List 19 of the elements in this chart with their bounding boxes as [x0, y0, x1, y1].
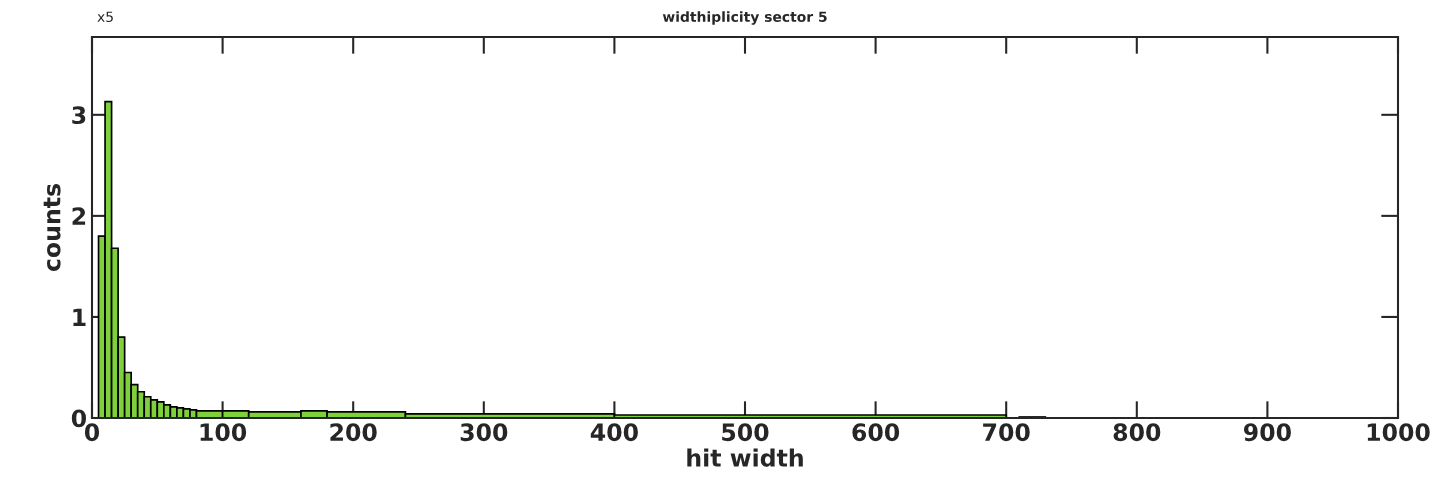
chart-title: widthiplicity sector 5	[662, 11, 827, 25]
x-tick-label: 100	[200, 423, 247, 442]
text: x5	[97, 11, 113, 23]
y-tick-label: 0	[71, 409, 87, 428]
y-tick-label: 1	[73, 308, 86, 326]
x-tick-label: 700	[983, 423, 1030, 442]
x-tick-label: 900	[1243, 423, 1291, 442]
x-tick-label: 600	[852, 423, 900, 442]
x-tick-label: 200	[330, 423, 377, 442]
x-tick-label: 0	[84, 423, 100, 442]
y-tick-label: 3	[72, 106, 86, 125]
y-tick-label: 2	[72, 207, 86, 225]
x-tick-label: 500	[722, 423, 769, 442]
x-tick-label: 300	[460, 423, 508, 442]
x-axis-title: hit width	[687, 448, 803, 467]
x-tick-label: 1000	[1367, 423, 1430, 442]
x-tick-label: 800	[1113, 423, 1161, 442]
y-axis-title: counts	[43, 184, 61, 272]
x-tick-label: 400	[590, 423, 638, 442]
